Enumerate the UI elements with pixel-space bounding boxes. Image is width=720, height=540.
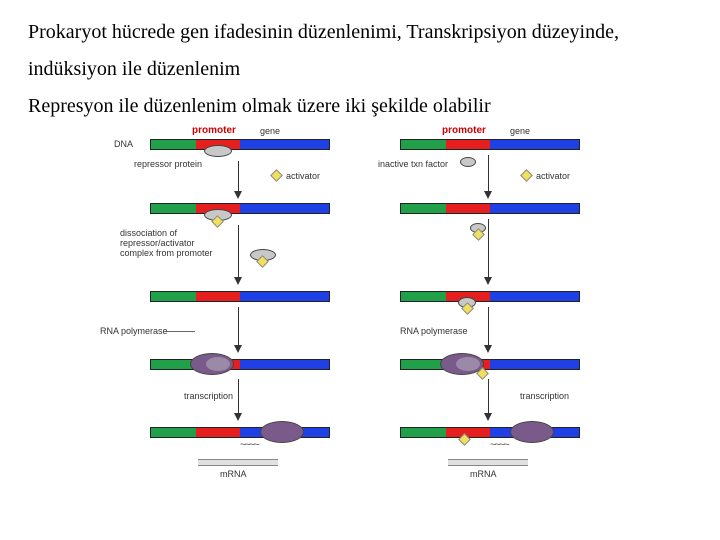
arrow-down-icon-r1 [484, 191, 492, 199]
rnap-moving-icon [260, 421, 304, 443]
seg-upstream [151, 140, 196, 149]
activator-label: activator [286, 171, 320, 181]
mrna-wave-icon-r: ~~~~ [490, 439, 508, 451]
dna-bar-r3 [400, 291, 580, 302]
left-column: DNA promoter gene repressor protein acti… [120, 131, 350, 481]
arrow-down-icon-r4 [484, 413, 492, 421]
arrow-down-icon [234, 191, 242, 199]
repressor-label: repressor protein [134, 159, 202, 169]
arrow-down-icon-r2 [484, 277, 492, 285]
activator-label-r: activator [536, 171, 570, 181]
gene-regulation-diagram: DNA promoter gene repressor protein acti… [120, 131, 600, 481]
arrow-down-icon-4 [234, 413, 242, 421]
transcription-label-r: transcription [520, 391, 569, 401]
dna-bar-4 [150, 359, 330, 370]
arrow-down-icon-3 [234, 345, 242, 353]
dna-label: DNA [114, 139, 133, 149]
txnfactor-label: inactive txn factor [378, 159, 448, 169]
promoter-label-r: promoter [442, 125, 486, 136]
seg-gene [240, 140, 329, 149]
dna-bar-r1 [400, 139, 580, 150]
para-3: Represyon ile düzenlenim olmak üzere iki… [28, 94, 692, 119]
mrna-wave-icon: ~~~~ [240, 439, 258, 451]
dna-bar-r4 [400, 359, 580, 370]
rnap-core-icon-r [456, 357, 480, 371]
promoter-label: promoter [192, 125, 236, 136]
transcription-label: transcription [184, 391, 233, 401]
gene-label: gene [260, 126, 280, 136]
mrna-icon-r [448, 459, 528, 466]
rnap-label-r: RNA polymerase [400, 326, 468, 336]
para-2: indüksiyon ile düzenlenim [28, 57, 692, 82]
dissociation-label: dissociation of repressor/activator comp… [120, 229, 230, 259]
dna-bar-1 [150, 139, 330, 150]
mrna-label: mRNA [220, 469, 247, 479]
activator-icon-r [520, 169, 533, 182]
arrow-down-icon-2 [234, 277, 242, 285]
rnap-core-icon [206, 357, 230, 371]
para-1: Prokaryot hücrede gen ifadesinin düzenle… [28, 20, 692, 45]
activator-icon [270, 169, 283, 182]
rnap-label: RNA polymerase [100, 326, 168, 336]
right-column: promoter gene inactive txn factor activa… [370, 131, 600, 481]
arrow-down-icon-r3 [484, 345, 492, 353]
rnap-moving-icon-r [510, 421, 554, 443]
dna-bar-2 [150, 203, 330, 214]
dna-bar-3 [150, 291, 330, 302]
repressor-icon [204, 145, 232, 157]
mrna-label-r: mRNA [470, 469, 497, 479]
inactive-factor-icon [460, 157, 476, 167]
dna-bar-r2 [400, 203, 580, 214]
mrna-icon [198, 459, 278, 466]
gene-label-r: gene [510, 126, 530, 136]
